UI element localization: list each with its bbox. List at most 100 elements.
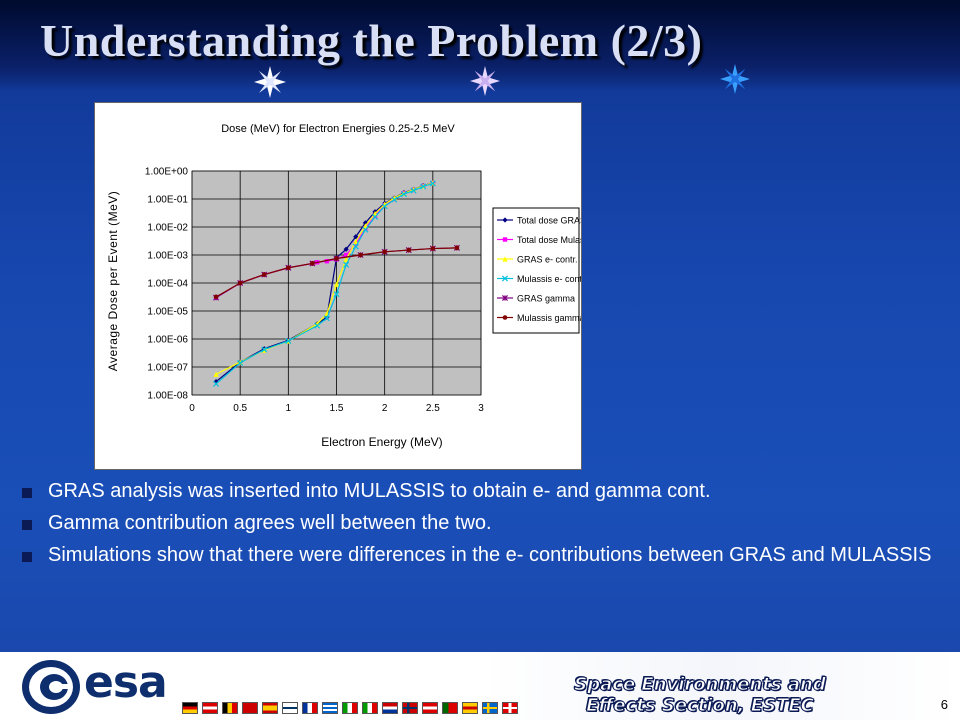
flag-icon [342, 702, 358, 714]
data-point [362, 226, 369, 233]
data-point [352, 243, 359, 250]
y-tick-label: 1.00E-08 [147, 391, 188, 402]
y-tick-label: 1.00E-05 [147, 307, 188, 318]
flag-icon [462, 702, 478, 714]
bullet-square-icon [22, 520, 32, 530]
x-tick-label: 2 [382, 403, 388, 414]
dose-chart: Dose (MeV) for Electron Energies 0.25-2.… [94, 102, 596, 470]
x-tick-label: 2.5 [426, 403, 440, 414]
y-axis-label: Average Dose per Event (MeV) [106, 191, 120, 372]
y-tick-label: 1.00E-04 [147, 279, 188, 290]
bullet-square-icon [22, 488, 32, 498]
data-point [237, 359, 244, 366]
bullet-list: GRAS analysis was inserted into MULASSIS… [22, 480, 952, 576]
dose-chart-svg: Dose (MeV) for Electron Energies 0.25-2.… [106, 123, 596, 449]
data-point [323, 315, 330, 322]
y-tick-label: 1.00E+00 [145, 167, 189, 178]
section-name: Space Environments and Effects Section, … [530, 674, 870, 717]
sparkle-icon [470, 66, 500, 96]
data-point [333, 291, 340, 298]
flag-icon [322, 702, 338, 714]
bullet-item: GRAS analysis was inserted into MULASSIS… [22, 480, 952, 503]
flag-icon [422, 702, 438, 714]
flag-icon [442, 702, 458, 714]
data-point [314, 322, 321, 329]
y-tick-label: 1.00E-07 [147, 363, 188, 374]
data-point [362, 220, 368, 226]
data-point [353, 234, 359, 240]
data-point [213, 294, 219, 300]
bullet-text: Gamma contribution agrees well between t… [48, 512, 492, 534]
y-tick-label: 1.00E-03 [147, 251, 188, 262]
data-point [237, 280, 243, 286]
data-point [261, 346, 268, 353]
bullet-square-icon [22, 552, 32, 562]
legend-label: GRAS gamma [517, 294, 575, 304]
data-point [285, 337, 292, 345]
data-point [353, 239, 359, 245]
x-tick-label: 1.5 [330, 403, 344, 414]
data-point [400, 191, 407, 198]
data-point [502, 217, 508, 223]
data-point [372, 213, 379, 220]
data-point [334, 256, 339, 261]
data-point [310, 261, 315, 266]
data-point [343, 252, 349, 258]
bullet-item: Gamma contribution agrees well between t… [22, 512, 952, 535]
data-point [382, 249, 387, 255]
legend-label: Mulassis gamma [517, 313, 581, 323]
data-point [261, 272, 267, 277]
x-tick-label: 1 [286, 403, 292, 414]
data-point [213, 380, 220, 387]
member-flags [182, 702, 518, 714]
data-point [501, 294, 509, 302]
sparkle-icon [254, 66, 286, 98]
esa-logo-text: esa [84, 657, 168, 708]
data-point [502, 256, 508, 262]
flag-icon [482, 702, 498, 714]
data-point [286, 265, 291, 271]
flag-icon [302, 702, 318, 714]
data-point [213, 371, 219, 377]
flag-icon [242, 702, 258, 714]
flag-icon [502, 702, 518, 714]
legend-label: Total dose Mulassis [517, 235, 581, 245]
page-number: 6 [940, 697, 948, 712]
x-tick-label: 0.5 [233, 403, 247, 414]
data-point [391, 196, 398, 203]
data-point [502, 237, 508, 242]
data-point [358, 252, 363, 258]
legend-label: GRAS e- contr. [517, 255, 578, 265]
data-point [420, 183, 427, 190]
data-point [406, 247, 412, 253]
data-point [343, 256, 349, 262]
series-3 [213, 180, 436, 387]
data-point [430, 246, 436, 251]
flag-icon [402, 702, 418, 714]
data-point [381, 203, 388, 210]
legend-label: Total dose GRAS [517, 216, 581, 226]
bullet-text: GRAS analysis was inserted into MULASSIS… [48, 480, 711, 502]
y-tick-label: 1.00E-01 [147, 195, 188, 206]
bullet-text: Simulations show that there were differe… [48, 544, 932, 566]
data-point [213, 379, 219, 385]
data-point [410, 187, 417, 194]
flag-icon [262, 702, 278, 714]
flag-icon [362, 702, 378, 714]
section-name-line1: Space Environments and [574, 674, 826, 696]
flag-icon [222, 702, 238, 714]
y-tick-label: 1.00E-06 [147, 335, 188, 346]
legend-box [492, 207, 580, 334]
data-point [333, 281, 340, 287]
slide-title: Understanding the Problem (2/3) [40, 15, 703, 66]
legend-label: Mulassis e- contr. [517, 274, 581, 284]
flag-icon [382, 702, 398, 714]
flag-icon [282, 702, 298, 714]
x-axis-label: Electron Energy (MeV) [321, 435, 442, 449]
data-point [429, 180, 436, 187]
chart-title: Dose (MeV) for Electron Energies 0.25-2.… [221, 123, 455, 135]
flag-icon [202, 702, 218, 714]
data-point [501, 275, 509, 282]
data-point [454, 245, 460, 251]
series-5 [213, 245, 460, 300]
